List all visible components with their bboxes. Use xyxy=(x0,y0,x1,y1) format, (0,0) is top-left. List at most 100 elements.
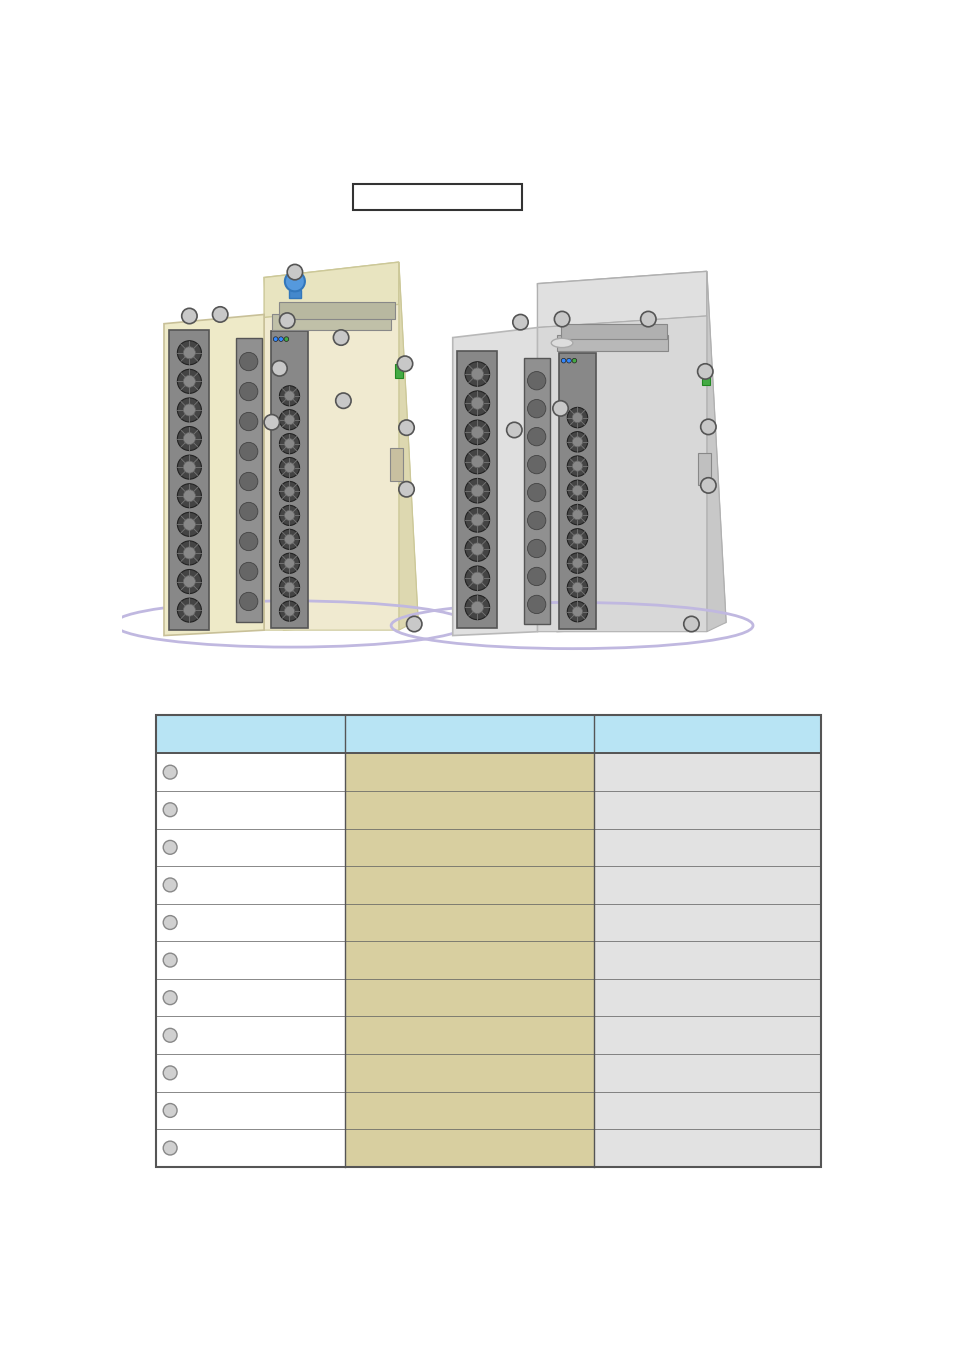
Circle shape xyxy=(567,481,587,501)
Circle shape xyxy=(239,352,257,371)
Circle shape xyxy=(567,505,587,525)
Circle shape xyxy=(163,1141,177,1156)
Circle shape xyxy=(177,398,201,423)
Bar xyxy=(156,941,345,979)
Circle shape xyxy=(527,567,545,586)
Circle shape xyxy=(183,518,195,531)
Circle shape xyxy=(465,420,489,444)
Circle shape xyxy=(527,400,545,418)
Bar xyxy=(558,352,596,629)
Circle shape xyxy=(567,578,587,598)
Polygon shape xyxy=(264,262,417,630)
Circle shape xyxy=(284,336,289,342)
Circle shape xyxy=(683,617,699,632)
Circle shape xyxy=(471,572,483,585)
Circle shape xyxy=(572,485,582,495)
Polygon shape xyxy=(264,262,398,317)
Circle shape xyxy=(279,482,299,502)
Bar xyxy=(353,184,521,209)
Circle shape xyxy=(465,362,489,386)
Circle shape xyxy=(183,462,195,472)
Circle shape xyxy=(284,390,294,401)
Circle shape xyxy=(513,315,528,329)
Circle shape xyxy=(279,554,299,574)
Circle shape xyxy=(163,1103,177,1118)
Circle shape xyxy=(183,375,195,387)
Circle shape xyxy=(527,455,545,474)
Bar xyxy=(271,331,308,628)
Circle shape xyxy=(567,456,587,477)
Circle shape xyxy=(177,598,201,622)
Circle shape xyxy=(239,382,257,401)
Bar xyxy=(345,903,593,941)
Circle shape xyxy=(465,478,489,504)
Bar xyxy=(701,371,709,385)
Circle shape xyxy=(284,606,294,616)
Circle shape xyxy=(239,443,257,460)
Bar xyxy=(156,1129,345,1166)
Circle shape xyxy=(398,482,414,497)
Circle shape xyxy=(465,450,489,474)
Bar xyxy=(345,1054,593,1092)
Circle shape xyxy=(163,765,177,779)
Bar xyxy=(156,829,345,867)
Bar xyxy=(523,358,549,624)
Bar xyxy=(156,979,345,1017)
Circle shape xyxy=(465,508,489,532)
Circle shape xyxy=(471,514,483,526)
Circle shape xyxy=(183,605,195,616)
Circle shape xyxy=(272,360,287,377)
Circle shape xyxy=(527,512,545,529)
Circle shape xyxy=(572,358,577,363)
Circle shape xyxy=(640,312,656,327)
Circle shape xyxy=(572,533,582,544)
Bar xyxy=(156,753,345,791)
Circle shape xyxy=(163,991,177,1004)
Circle shape xyxy=(527,428,545,446)
Circle shape xyxy=(398,420,414,435)
Circle shape xyxy=(284,535,294,544)
Circle shape xyxy=(177,570,201,594)
Circle shape xyxy=(284,559,294,568)
Circle shape xyxy=(471,397,483,409)
Circle shape xyxy=(163,915,177,929)
Circle shape xyxy=(554,312,569,327)
Circle shape xyxy=(572,437,582,447)
Circle shape xyxy=(572,460,582,471)
Circle shape xyxy=(177,455,201,479)
Circle shape xyxy=(335,393,351,409)
Bar xyxy=(345,829,593,867)
Bar xyxy=(235,338,261,622)
Polygon shape xyxy=(537,316,706,632)
Circle shape xyxy=(239,502,257,521)
Polygon shape xyxy=(706,271,725,632)
Circle shape xyxy=(471,601,483,613)
Bar xyxy=(593,1054,820,1092)
Circle shape xyxy=(177,513,201,536)
Polygon shape xyxy=(537,271,706,328)
Circle shape xyxy=(284,486,294,497)
Bar xyxy=(345,1092,593,1129)
Circle shape xyxy=(284,463,294,472)
Circle shape xyxy=(284,582,294,593)
Bar xyxy=(345,941,593,979)
Circle shape xyxy=(183,404,195,416)
Bar xyxy=(593,867,820,903)
Circle shape xyxy=(465,537,489,562)
Bar xyxy=(272,315,391,329)
Bar xyxy=(156,1092,345,1129)
Circle shape xyxy=(284,510,294,521)
Circle shape xyxy=(287,265,302,279)
Bar xyxy=(345,1129,593,1166)
Ellipse shape xyxy=(551,339,572,347)
Polygon shape xyxy=(264,305,398,630)
Circle shape xyxy=(183,490,195,502)
Circle shape xyxy=(527,540,545,558)
Circle shape xyxy=(279,458,299,478)
Circle shape xyxy=(465,566,489,590)
Circle shape xyxy=(471,367,483,381)
Circle shape xyxy=(163,841,177,855)
Bar xyxy=(593,1129,820,1166)
Circle shape xyxy=(239,472,257,490)
Circle shape xyxy=(552,401,568,416)
